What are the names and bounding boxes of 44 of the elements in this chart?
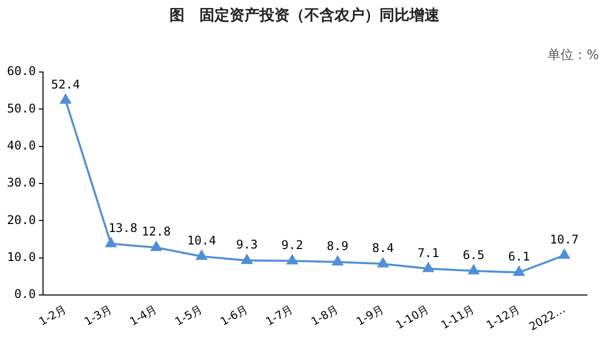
x-tick-label: 1-6月: [218, 302, 250, 328]
point: [60, 94, 71, 104]
data-label: 6.5: [462, 248, 484, 262]
point: [378, 258, 388, 268]
data-label: 10.4: [187, 234, 216, 248]
x-tick-label: 1-11月: [438, 302, 477, 332]
data-label: 6.1: [508, 250, 530, 264]
text: 单位：%: [548, 47, 599, 64]
y-tick-label: 0.0: [14, 287, 36, 302]
point: [286, 254, 298, 264]
data-label: 7.1: [417, 246, 440, 260]
y-tick-label: 10.0: [6, 250, 36, 264]
point: [196, 250, 207, 260]
x-tick-label: 1-4月: [128, 302, 160, 328]
data-label: 8.9: [326, 239, 348, 254]
point: [150, 241, 162, 251]
x-tick-label: 1-8月: [308, 302, 341, 328]
x-tick-label: 1-9月: [354, 302, 386, 328]
x-tick-label: 1-2月: [36, 302, 68, 328]
data-label: 10.7: [550, 232, 579, 246]
point: [422, 262, 434, 272]
point: [514, 266, 524, 276]
point: [106, 238, 116, 248]
point: [559, 249, 570, 259]
x-tick-label: 1-5月: [172, 302, 205, 328]
point: [242, 254, 252, 264]
y-tick-label: 60.0: [6, 64, 36, 78]
data-label: 52.4: [51, 77, 80, 92]
data-label: 8.4: [372, 240, 394, 255]
y-tick-label: 20.0: [6, 212, 36, 227]
data-label: 9.2: [281, 238, 304, 252]
x-tick-label: 1-12月: [484, 302, 522, 332]
x-tick-label: 1-3月: [82, 302, 114, 328]
x-tick-label: 1-10月: [394, 302, 432, 332]
data-label: 13.8: [108, 220, 138, 235]
data-label: 12.8: [142, 224, 171, 239]
data-label: 9.3: [236, 238, 258, 252]
y-tick-label: 50.0: [6, 101, 36, 116]
point: [468, 264, 479, 274]
chart-title: 图 固定资产投资（不含农户）同比增速: [168, 6, 440, 25]
y-tick-label: 30.0: [6, 176, 36, 190]
point: [332, 256, 343, 266]
x-tick-label: 1-7月: [264, 302, 296, 328]
y-tick-label: 40.0: [6, 138, 36, 152]
